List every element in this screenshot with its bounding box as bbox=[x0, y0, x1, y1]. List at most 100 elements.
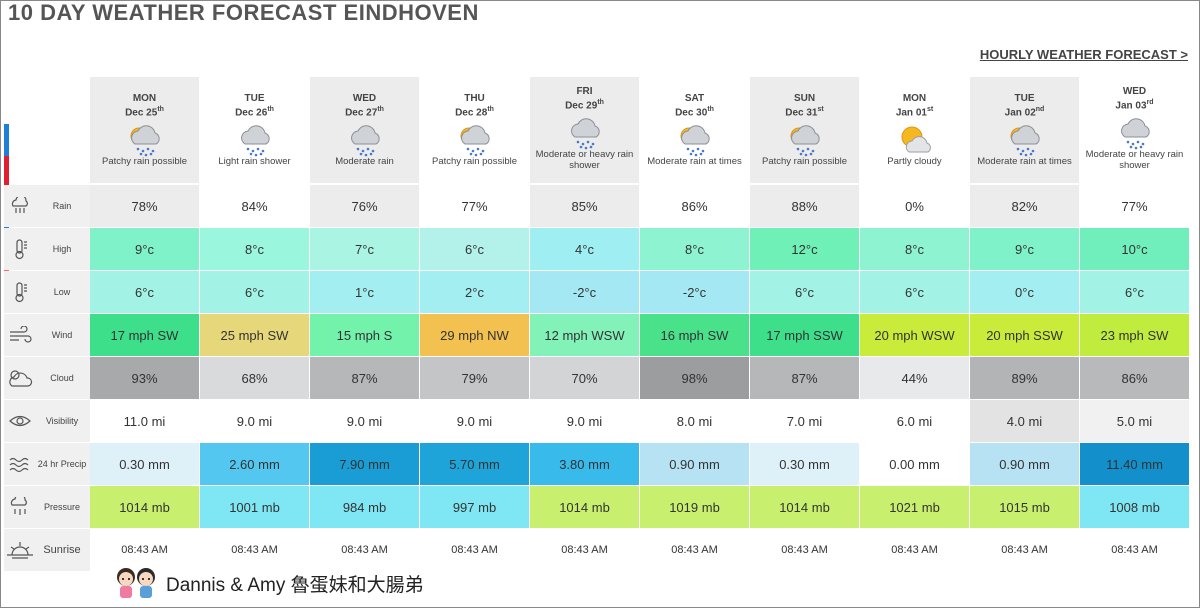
day-date: Jan 01st bbox=[895, 106, 934, 119]
cell-pressure: 1021 mb bbox=[860, 486, 969, 528]
day-name: TUE bbox=[244, 93, 265, 104]
cell-low: 6°c bbox=[860, 271, 969, 313]
cell-low: 6°c bbox=[1080, 271, 1189, 313]
cloud-rain-icon bbox=[310, 122, 419, 157]
sun-cloud-rain-icon bbox=[90, 122, 199, 157]
day-name: MON bbox=[132, 93, 157, 104]
cell-precip: 2.60 mm bbox=[200, 443, 309, 485]
cell-high: 8°c bbox=[640, 228, 749, 270]
cell-wind: 16 mph SW bbox=[640, 314, 749, 356]
condition-text: Patchy rain possible bbox=[761, 156, 848, 168]
cell-cloud: 89% bbox=[970, 357, 1079, 399]
cell-sunrise: 08:43 AM bbox=[530, 529, 639, 571]
cell-precip: 0.90 mm bbox=[640, 443, 749, 485]
cell-cloud: 86% bbox=[1080, 357, 1189, 399]
day-name: SAT bbox=[684, 93, 705, 104]
cell-high: 9°c bbox=[90, 228, 199, 270]
cell-visibility: 5.0 mi bbox=[1080, 400, 1189, 442]
row-label-text: Wind bbox=[51, 330, 73, 340]
sun-cloud-rain-icon bbox=[420, 122, 529, 157]
day-header: TUE Jan 02nd Moderate rain at times bbox=[970, 77, 1079, 183]
cell-high: 8°c bbox=[860, 228, 969, 270]
partly-cloudy-icon bbox=[860, 122, 969, 156]
cell-precip: 5.70 mm bbox=[420, 443, 529, 485]
day-name: FRI bbox=[576, 86, 593, 97]
cell-visibility: 8.0 mi bbox=[640, 400, 749, 442]
day-header: SUN Dec 31st Patchy rain possible bbox=[750, 77, 859, 183]
cell-high: 4°c bbox=[530, 228, 639, 270]
cell-precip: 3.80 mm bbox=[530, 443, 639, 485]
hourly-forecast-link[interactable]: HOURLY WEATHER FORECAST > bbox=[979, 47, 1188, 62]
row-label-text: Visibility bbox=[45, 416, 79, 426]
cloud-rain-icon bbox=[1080, 115, 1189, 150]
cell-pressure: 1008 mb bbox=[1080, 486, 1189, 528]
row-label-cloud: Cloud bbox=[4, 357, 90, 399]
cell-visibility: 9.0 mi bbox=[200, 400, 309, 442]
cell-high: 9°c bbox=[970, 228, 1079, 270]
eye-icon bbox=[6, 413, 34, 429]
left-indicator-blue bbox=[4, 124, 9, 156]
cell-high: 10°c bbox=[1080, 228, 1189, 270]
day-name: THU bbox=[464, 93, 485, 104]
condition-text: Moderate rain at times bbox=[977, 156, 1072, 168]
row-label-pressure: Pressure bbox=[4, 486, 90, 528]
cell-wind: 15 mph S bbox=[310, 314, 419, 356]
cell-rain: 76% bbox=[310, 185, 419, 227]
condition-text: Partly cloudy bbox=[887, 156, 942, 168]
day-date: Dec 28th bbox=[455, 106, 494, 119]
cell-precip: 11.40 mm bbox=[1080, 443, 1189, 485]
cell-visibility: 9.0 mi bbox=[530, 400, 639, 442]
day-header: SAT Dec 30th Moderate rain at times bbox=[640, 77, 749, 183]
cell-cloud: 93% bbox=[90, 357, 199, 399]
footer-watermark: Dannis & Amy 魯蛋妹和大腸弟 bbox=[114, 565, 424, 601]
cell-visibility: 9.0 mi bbox=[420, 400, 529, 442]
cell-pressure: 1014 mb bbox=[530, 486, 639, 528]
wind-icon bbox=[6, 326, 34, 344]
cell-cloud: 87% bbox=[750, 357, 859, 399]
page-title: 10 DAY WEATHER FORECAST EINDHOVEN bbox=[8, 0, 479, 25]
cell-wind: 17 mph SW bbox=[90, 314, 199, 356]
footer-text: Dannis & Amy 魯蛋妹和大腸弟 bbox=[166, 574, 424, 596]
row-label-text: High bbox=[52, 244, 72, 254]
cell-visibility: 11.0 mi bbox=[90, 400, 199, 442]
cell-precip: 0.30 mm bbox=[90, 443, 199, 485]
cell-wind: 25 mph SW bbox=[200, 314, 309, 356]
cloud-rain-icon bbox=[200, 122, 309, 157]
condition-text: Light rain shower bbox=[218, 156, 291, 168]
sunrise-icon bbox=[6, 540, 34, 560]
cell-pressure: 1001 mb bbox=[200, 486, 309, 528]
condition-text: Moderate rain bbox=[335, 156, 394, 168]
cell-low: -2°c bbox=[530, 271, 639, 313]
row-label-text: Cloud bbox=[50, 373, 74, 383]
cell-visibility: 4.0 mi bbox=[970, 400, 1079, 442]
mascot-logo bbox=[117, 568, 155, 598]
row-label-sunrise: Sunrise bbox=[4, 529, 90, 571]
cell-sunrise: 08:43 AM bbox=[970, 529, 1079, 571]
cell-low: -2°c bbox=[640, 271, 749, 313]
sun-cloud-rain-icon bbox=[970, 122, 1079, 157]
cell-rain: 88% bbox=[750, 185, 859, 227]
cell-wind: 23 mph SW bbox=[1080, 314, 1189, 356]
cell-precip: 0.30 mm bbox=[750, 443, 859, 485]
row-label-visibility: Visibility bbox=[4, 400, 90, 442]
condition-text: Moderate rain at times bbox=[647, 156, 742, 168]
cell-cloud: 98% bbox=[640, 357, 749, 399]
day-name: TUE bbox=[1014, 93, 1035, 104]
row-label-text: Rain bbox=[52, 201, 72, 211]
condition-text: Patchy rain possible bbox=[101, 156, 188, 168]
row-label-rain: Rain bbox=[4, 185, 90, 227]
cell-pressure: 1015 mb bbox=[970, 486, 1079, 528]
day-date: Dec 30th bbox=[675, 106, 714, 119]
condition-text: Moderate or heavy rain shower bbox=[1085, 149, 1184, 172]
cell-visibility: 6.0 mi bbox=[860, 400, 969, 442]
condition-text: Moderate or heavy rain shower bbox=[535, 149, 634, 172]
sun-cloud-rain-icon bbox=[750, 122, 859, 157]
day-date: Dec 27th bbox=[345, 106, 384, 119]
cell-cloud: 68% bbox=[200, 357, 309, 399]
cell-pressure: 1014 mb bbox=[90, 486, 199, 528]
cell-pressure: 997 mb bbox=[420, 486, 529, 528]
pressure-icon bbox=[6, 497, 34, 517]
day-header: TUE Dec 26th Light rain shower bbox=[200, 77, 309, 183]
day-header: WED Dec 27th Moderate rain bbox=[310, 77, 419, 183]
cell-precip: 0.90 mm bbox=[970, 443, 1079, 485]
